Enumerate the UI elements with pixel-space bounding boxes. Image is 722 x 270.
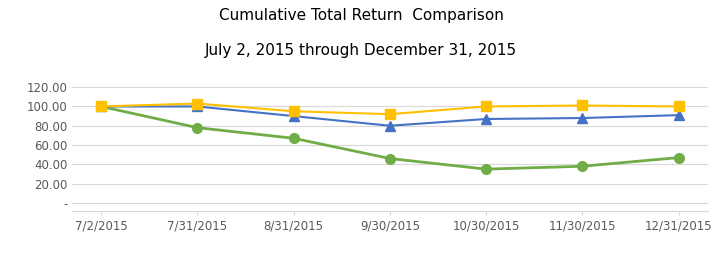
Text: Cumulative Total Return  Comparison: Cumulative Total Return Comparison bbox=[219, 8, 503, 23]
Natera, Inc. bbox=[674, 156, 683, 159]
Natera, Inc. bbox=[193, 126, 201, 129]
NASDAQ Biotechnology Index bbox=[97, 105, 105, 108]
Natera, Inc. bbox=[97, 105, 105, 108]
NASDAQ Composite Index bbox=[290, 110, 298, 113]
NASDAQ Composite Index bbox=[386, 113, 394, 116]
Line: Natera, Inc.: Natera, Inc. bbox=[96, 102, 684, 174]
Natera, Inc. bbox=[578, 165, 587, 168]
NASDAQ Biotechnology Index bbox=[193, 105, 201, 108]
NASDAQ Composite Index bbox=[97, 105, 105, 108]
Natera, Inc. bbox=[482, 167, 490, 171]
NASDAQ Biotechnology Index bbox=[674, 113, 683, 117]
Line: NASDAQ Biotechnology Index: NASDAQ Biotechnology Index bbox=[96, 102, 684, 131]
Legend: Natera, Inc., NASDAQ Biotechnology Index, NASDAQ Composite Index: Natera, Inc., NASDAQ Biotechnology Index… bbox=[126, 268, 654, 270]
NASDAQ Biotechnology Index bbox=[578, 116, 587, 120]
NASDAQ Composite Index bbox=[674, 105, 683, 108]
NASDAQ Composite Index bbox=[193, 102, 201, 105]
NASDAQ Composite Index bbox=[578, 104, 587, 107]
Natera, Inc. bbox=[386, 157, 394, 160]
Text: July 2, 2015 through December 31, 2015: July 2, 2015 through December 31, 2015 bbox=[205, 43, 517, 58]
NASDAQ Biotechnology Index bbox=[386, 124, 394, 127]
Line: NASDAQ Composite Index: NASDAQ Composite Index bbox=[96, 99, 684, 119]
NASDAQ Biotechnology Index bbox=[482, 117, 490, 121]
Natera, Inc. bbox=[290, 137, 298, 140]
NASDAQ Biotechnology Index bbox=[290, 114, 298, 118]
NASDAQ Composite Index bbox=[482, 105, 490, 108]
